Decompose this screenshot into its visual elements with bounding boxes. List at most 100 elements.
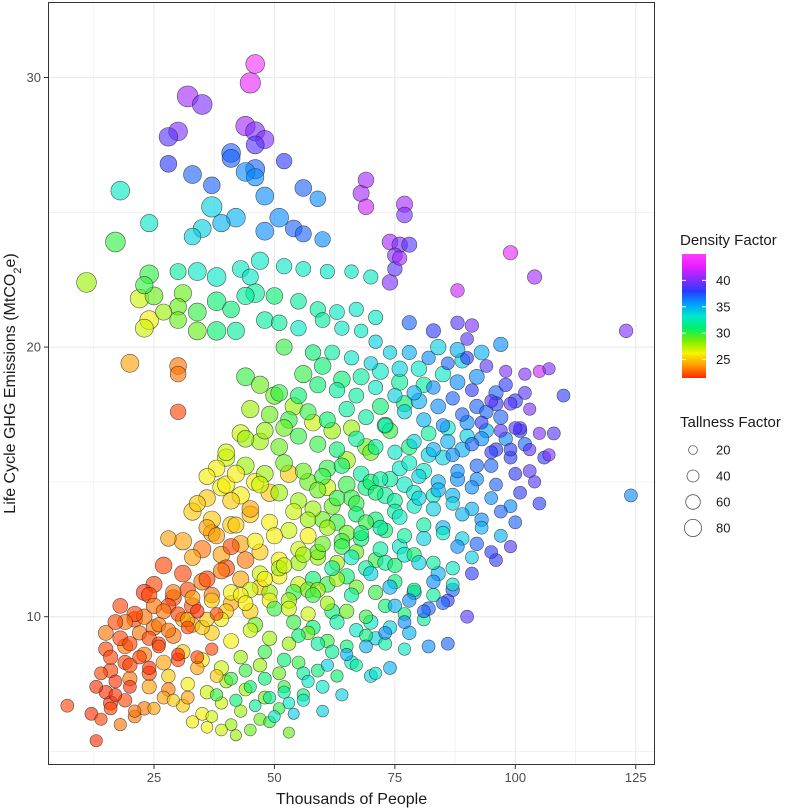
data-point — [239, 72, 261, 94]
data-point — [465, 566, 479, 581]
data-point — [436, 596, 450, 611]
data-point — [108, 688, 123, 702]
data-point — [426, 380, 441, 395]
data-point — [257, 644, 272, 659]
data-point — [382, 345, 398, 360]
data-point — [98, 625, 114, 641]
points-layer — [60, 54, 638, 748]
color-legend: Density Factor 25 30 35 40 — [680, 232, 777, 378]
data-point — [255, 186, 275, 206]
data-point — [368, 379, 384, 395]
data-point — [180, 620, 195, 635]
data-point — [270, 438, 288, 456]
data-point — [135, 276, 154, 295]
data-point — [287, 707, 300, 720]
data-point — [401, 315, 417, 331]
data-point — [450, 539, 465, 554]
data-point — [295, 261, 312, 277]
data-point — [363, 566, 379, 582]
data-point — [309, 481, 327, 499]
data-point — [324, 344, 341, 361]
data-point — [387, 598, 403, 614]
data-point — [309, 376, 327, 394]
data-point — [206, 291, 227, 311]
data-point — [209, 669, 224, 683]
data-point — [286, 614, 302, 630]
data-point — [450, 464, 465, 479]
data-point — [301, 674, 315, 688]
data-point — [474, 520, 489, 535]
data-point — [110, 181, 131, 201]
data-point — [266, 600, 283, 617]
data-point — [324, 560, 341, 577]
data-point — [329, 304, 345, 320]
data-point — [268, 710, 281, 723]
data-point — [300, 606, 316, 622]
data-point — [314, 535, 331, 553]
data-point — [546, 426, 561, 441]
size-legend-circle — [688, 445, 698, 455]
data-point — [421, 350, 436, 366]
data-point — [503, 540, 517, 554]
data-point — [188, 495, 206, 512]
y-axis-title-end: e) — [2, 253, 19, 267]
x-tick-label: 125 — [625, 770, 647, 785]
data-point — [357, 171, 375, 189]
data-point — [315, 679, 330, 694]
data-point — [313, 357, 332, 375]
data-point — [249, 699, 262, 712]
data-point — [358, 409, 374, 426]
x-axis-title: Thousands of People — [276, 791, 427, 808]
data-point — [203, 176, 221, 195]
data-point — [328, 441, 346, 458]
data-point — [309, 190, 326, 208]
data-point — [173, 532, 192, 551]
data-point — [532, 426, 546, 440]
data-point — [170, 403, 187, 420]
data-point — [169, 365, 187, 383]
data-point — [396, 206, 413, 224]
data-point — [282, 696, 296, 710]
data-point — [226, 321, 245, 340]
data-point — [503, 396, 518, 411]
data-point — [493, 423, 508, 438]
data-point — [473, 344, 490, 361]
data-point — [440, 356, 455, 371]
data-point — [215, 723, 228, 737]
data-point — [277, 685, 291, 699]
data-point — [499, 364, 513, 378]
data-point — [147, 701, 161, 715]
data-point — [155, 303, 173, 321]
data-point — [402, 593, 417, 608]
data-point — [309, 435, 327, 453]
data-point — [236, 286, 255, 305]
data-point — [207, 321, 227, 341]
data-point — [206, 267, 227, 287]
data-point — [489, 477, 503, 492]
data-point — [76, 272, 97, 293]
data-point — [103, 701, 118, 716]
data-point — [493, 336, 509, 352]
data-point — [169, 263, 187, 281]
data-point — [416, 517, 432, 533]
data-point — [188, 262, 207, 281]
size-legend-circle — [684, 519, 703, 538]
data-point — [359, 639, 373, 654]
x-tick-label: 75 — [388, 770, 402, 785]
data-point — [358, 609, 374, 624]
data-point — [174, 564, 192, 583]
size-legend-label: 60 — [716, 495, 730, 510]
data-point — [325, 644, 340, 659]
data-point — [160, 530, 177, 547]
data-point — [508, 421, 523, 435]
data-point — [445, 496, 460, 511]
data-point — [234, 704, 248, 718]
data-point — [251, 475, 269, 494]
data-point — [338, 401, 355, 418]
plot-border — [48, 2, 655, 765]
data-point — [285, 503, 303, 521]
data-point — [484, 445, 499, 460]
data-point — [314, 231, 331, 248]
data-point — [120, 353, 140, 373]
data-point — [166, 693, 180, 707]
